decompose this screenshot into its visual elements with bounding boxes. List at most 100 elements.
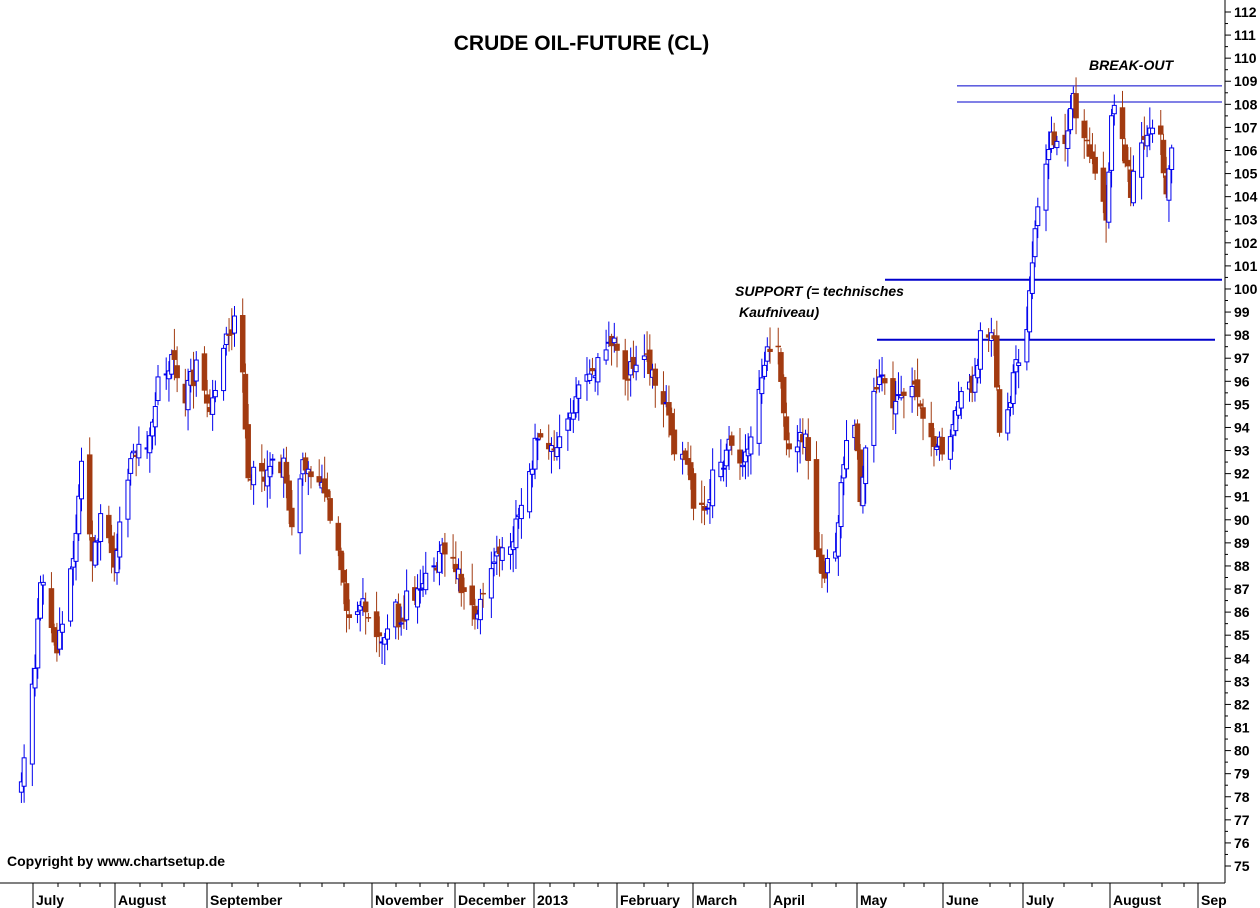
y-tick-label: 91 [1234, 489, 1250, 505]
candle [537, 429, 544, 440]
candle-body [972, 374, 978, 393]
candle [354, 601, 360, 624]
candle [557, 414, 563, 470]
candle-body [324, 489, 331, 498]
candle [152, 392, 158, 446]
candle-body [901, 391, 907, 396]
candle-body [914, 379, 921, 398]
candle [308, 465, 314, 489]
candle-body [647, 349, 653, 375]
candle-body [614, 343, 620, 351]
candle [835, 515, 841, 576]
x-tick-label: July [36, 892, 64, 908]
candle [824, 549, 830, 593]
candle-body [893, 400, 899, 415]
candle [32, 654, 38, 697]
candle [704, 503, 710, 515]
candle [1150, 119, 1156, 143]
candle [357, 601, 363, 632]
candle [879, 356, 885, 392]
candle-body [491, 561, 497, 564]
candle [573, 377, 579, 418]
candle [1007, 395, 1013, 417]
y-tick-label: 97 [1234, 350, 1250, 366]
candle-body [35, 618, 41, 669]
candle [748, 426, 754, 475]
candle-body [813, 459, 820, 550]
candle-body [59, 623, 65, 633]
candle [201, 346, 208, 404]
y-tick-label: 104 [1234, 189, 1258, 205]
y-tick-label: 110 [1234, 50, 1257, 66]
candle-body [1029, 262, 1035, 294]
candle-body [1092, 156, 1098, 174]
candle [417, 569, 423, 604]
candle-body [286, 480, 292, 511]
candle [529, 460, 535, 488]
candle-body [1035, 206, 1041, 227]
candle [155, 364, 161, 406]
candle-body [40, 581, 46, 586]
candle [185, 368, 191, 431]
candle [376, 616, 383, 657]
candle-body [879, 374, 885, 377]
candle-body [920, 407, 926, 419]
candle [729, 431, 735, 456]
candle [1073, 77, 1079, 135]
candle-body [513, 518, 519, 549]
candle [1046, 131, 1052, 180]
candle-body [1084, 139, 1090, 142]
y-tick-label: 82 [1234, 696, 1250, 712]
y-tick-label: 108 [1234, 96, 1258, 112]
y-tick-label: 105 [1234, 166, 1258, 182]
candle [68, 566, 74, 627]
candle [1144, 125, 1150, 158]
candle [264, 450, 270, 508]
candle [1166, 165, 1172, 222]
candle [223, 326, 229, 356]
candle [647, 334, 653, 386]
candle [928, 401, 934, 457]
candle [565, 412, 571, 451]
candle-body [710, 469, 716, 507]
candle [958, 386, 964, 420]
candle-body [794, 446, 800, 453]
candle [641, 334, 647, 378]
candle-body [1130, 170, 1136, 204]
y-tick-label: 99 [1234, 304, 1250, 320]
candle [1160, 133, 1167, 178]
x-tick-label: August [118, 892, 167, 908]
candle [76, 484, 82, 541]
candle [48, 572, 55, 634]
candle-body [565, 418, 571, 431]
candle-body [554, 447, 560, 458]
candle-body [245, 424, 251, 479]
candle [86, 437, 93, 541]
candle-body [242, 373, 249, 430]
candle-body [518, 504, 524, 520]
candle [576, 380, 582, 421]
candle-body [934, 446, 940, 451]
candle-body [79, 460, 85, 500]
candle [442, 532, 448, 577]
candle [742, 434, 748, 480]
candle-body [264, 469, 270, 487]
candle-body [204, 394, 210, 404]
candle [671, 408, 678, 461]
y-tick-label: 90 [1234, 512, 1250, 528]
candle [723, 443, 729, 487]
candle [92, 534, 98, 568]
candle-body [1160, 139, 1167, 174]
candle [890, 361, 896, 431]
candle-body [507, 546, 513, 555]
y-tick-label: 92 [1234, 466, 1250, 482]
candle-body [1054, 140, 1060, 149]
candle [975, 358, 981, 384]
candle-body [1111, 104, 1117, 115]
candle-body [365, 617, 372, 619]
candle-body [48, 588, 55, 628]
candle [404, 569, 410, 631]
candle-body [1065, 130, 1071, 149]
candle [764, 337, 770, 371]
candle [595, 353, 601, 396]
